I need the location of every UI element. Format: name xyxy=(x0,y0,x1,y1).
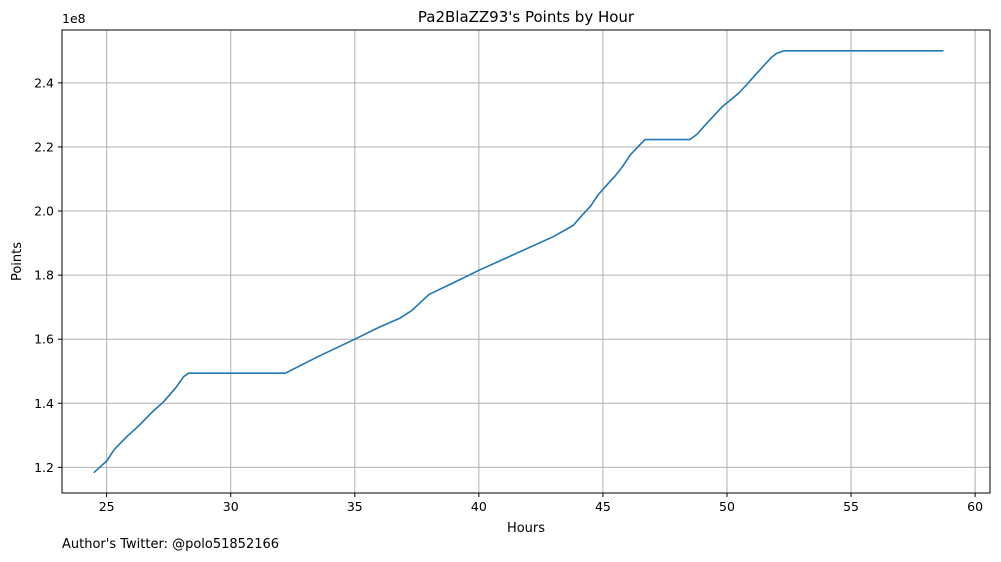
x-tick-label: 30 xyxy=(223,499,239,514)
plot-frame xyxy=(61,29,991,494)
y-tick-label: 1.2 xyxy=(34,460,54,475)
y-tick-label: 2.4 xyxy=(34,75,54,90)
x-tick-label: 40 xyxy=(471,499,487,514)
y-tick-label: 2.2 xyxy=(34,139,54,154)
y-tick-label: 1.4 xyxy=(34,396,54,411)
x-tick-label: 55 xyxy=(843,499,859,514)
y-tick-label: 1.6 xyxy=(34,332,54,347)
grid-lines xyxy=(62,30,990,493)
x-tick-label: 45 xyxy=(595,499,611,514)
x-tick-label: 35 xyxy=(347,499,363,514)
author-twitter-footer: Author's Twitter: @polo51852166 xyxy=(62,537,280,552)
chart-title: Pa2BlaZZ93's Points by Hour xyxy=(418,8,635,26)
y-tick-label: 2.0 xyxy=(34,204,54,219)
y-axis-offset-label: 1e8 xyxy=(62,11,86,26)
x-tick-label: 25 xyxy=(99,499,115,514)
y-tick-label: 1.8 xyxy=(34,268,54,283)
y-axis-label: Points xyxy=(10,242,25,281)
x-tick-label: 50 xyxy=(719,499,735,514)
series-layer xyxy=(93,49,944,474)
axis-ticks: 25 30 35 40 45 50 55 60 1.2 1.4 1.6 1.8 2.0 2.2 2.4 xyxy=(34,75,983,514)
x-axis-label: Hours xyxy=(507,521,545,536)
series-line xyxy=(93,49,944,474)
x-tick-label: 60 xyxy=(967,499,983,514)
